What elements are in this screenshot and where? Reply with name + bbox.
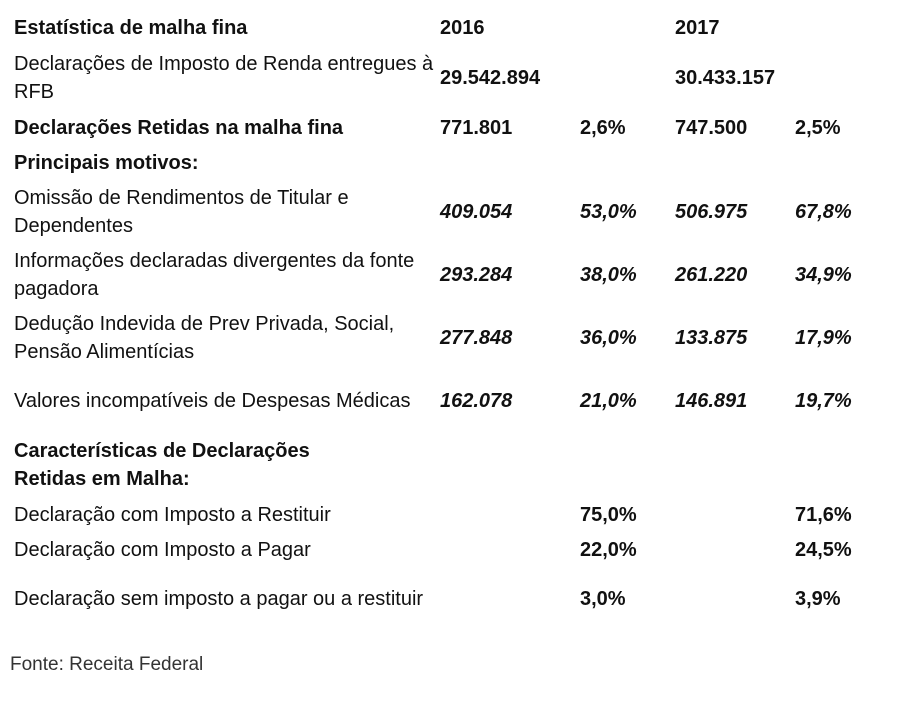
table-row: Declaração com Imposto a Pagar 22,0% 24,… <box>0 533 900 567</box>
percent-2016: 2,6% <box>580 117 626 139</box>
row-label: Declaração com Imposto a Restituir <box>14 504 331 526</box>
source-note: Fonte: Receita Federal <box>10 654 204 675</box>
row-label: Informações declaradas divergentes da fo… <box>14 249 415 300</box>
table-row: Informações declaradas divergentes da fo… <box>0 243 900 306</box>
characteristics-title: Características de Declarações Retidas e… <box>14 439 310 490</box>
row-label: Omissão de Rendimentos de Titular e Depe… <box>14 186 349 237</box>
table-row: Declaração com Imposto a Restituir 75,0%… <box>0 497 900 533</box>
percent-2017: 24,5% <box>795 539 852 561</box>
value-2017: 261.220 <box>675 263 748 286</box>
percent-2017: 19,7% <box>795 389 852 412</box>
col-2017-header: 2017 <box>675 17 720 39</box>
value-2017: 506.975 <box>675 200 748 223</box>
motives-title: Principais motivos: <box>14 152 199 174</box>
table-row: Declarações Retidas na malha fina 771.80… <box>0 110 900 146</box>
row-label: Declaração com Imposto a Pagar <box>14 539 311 561</box>
value-2016: 293.284 <box>440 263 513 286</box>
percent-2016: 38,0% <box>580 263 637 286</box>
col-2016-header: 2016 <box>440 17 485 39</box>
value-2017: 133.875 <box>675 326 748 349</box>
percent-2017: 2,5% <box>795 117 841 139</box>
percent-2016: 3,0% <box>580 588 626 610</box>
percent-2016: 21,0% <box>580 389 637 412</box>
table-row: Omissão de Rendimentos de Titular e Depe… <box>0 180 900 243</box>
header-row: Estatística de malha fina 2016 2017 <box>0 10 900 46</box>
row-label: Valores incompatíveis de Despesas Médica… <box>14 389 411 412</box>
malha-fina-table: Estatística de malha fina 2016 2017 Decl… <box>0 10 900 631</box>
table-row: Valores incompatíveis de Despesas Médica… <box>0 369 900 432</box>
section-header: Características de Declarações Retidas e… <box>0 432 900 497</box>
table-row: Declaração sem imposto a pagar ou a rest… <box>0 567 900 631</box>
percent-2017: 67,8% <box>795 200 852 223</box>
row-label: Declarações de Imposto de Renda entregue… <box>14 53 434 103</box>
table-row: Declarações de Imposto de Renda entregue… <box>0 46 900 110</box>
percent-2017: 71,6% <box>795 504 852 526</box>
value-2016: 162.078 <box>440 389 513 412</box>
percent-2017: 3,9% <box>795 588 841 610</box>
row-label: Dedução Indevida de Prev Privada, Social… <box>14 312 395 363</box>
value-2016: 29.542.894 <box>440 67 541 89</box>
percent-2016: 75,0% <box>580 504 637 526</box>
value-2016: 277.848 <box>440 326 513 349</box>
percent-2016: 53,0% <box>580 200 637 223</box>
value-2017: 747.500 <box>675 117 748 139</box>
percent-2016: 22,0% <box>580 539 637 561</box>
row-label: Declarações Retidas na malha fina <box>14 117 344 139</box>
percent-2017: 17,9% <box>795 326 852 349</box>
row-label: Declaração sem imposto a pagar ou a rest… <box>14 588 424 610</box>
percent-2016: 36,0% <box>580 326 637 349</box>
value-2017: 146.891 <box>675 389 748 412</box>
table-row: Dedução Indevida de Prev Privada, Social… <box>0 306 900 369</box>
section-header: Principais motivos: <box>0 146 900 180</box>
value-2017: 30.433.157 <box>675 67 776 89</box>
table-title: Estatística de malha fina <box>14 17 248 39</box>
percent-2017: 34,9% <box>795 263 852 286</box>
value-2016: 409.054 <box>440 200 513 223</box>
value-2016: 771.801 <box>440 117 513 139</box>
